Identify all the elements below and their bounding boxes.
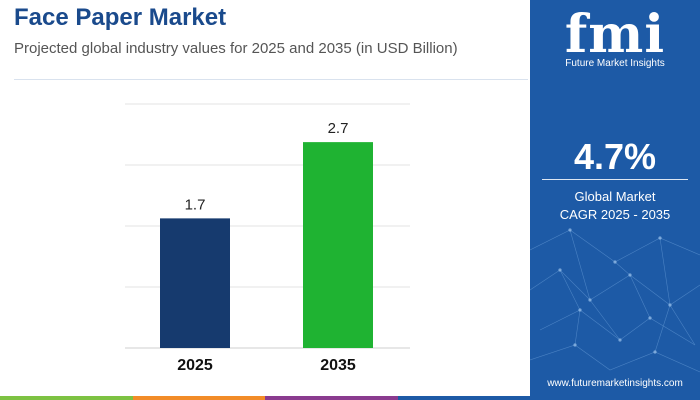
- bottom-bar-segment: [397, 396, 530, 400]
- network-pattern-decoration: [530, 228, 700, 373]
- page-subtitle: Projected global industry values for 202…: [14, 40, 458, 57]
- bar-chart: 1.7 2025 2.7 2035: [125, 103, 410, 374]
- data-label-2035: 2.7: [328, 120, 349, 137]
- sidebar-panel: fmi Future Market Insights 4.7% Global M…: [530, 0, 700, 400]
- x-tick-label-2025: 2025: [177, 357, 213, 374]
- x-tick-label-2035: 2035: [320, 357, 356, 374]
- bar-2035: [303, 142, 373, 348]
- cagr-value: 4.7%: [573, 136, 657, 177]
- cagr-label-line1: Global Market: [574, 189, 656, 204]
- data-label-2025: 1.7: [185, 196, 206, 213]
- bottom-bar-segment: [132, 396, 265, 400]
- cagr-label-line2: CAGR 2025 - 2035: [559, 207, 671, 222]
- header-divider: [14, 79, 528, 80]
- fmi-logo-subtitle: Future Market Insights: [565, 58, 665, 69]
- bottom-bar-segment: [265, 396, 398, 400]
- page-title: Face Paper Market: [14, 4, 227, 31]
- fmi-logo: fmi: [564, 4, 666, 65]
- bottom-bar-segment: [0, 396, 133, 400]
- website-link[interactable]: www.futuremarketinsights.com: [547, 378, 683, 389]
- cagr-divider: [542, 179, 688, 180]
- bar-2025: [160, 218, 230, 348]
- cagr-label: Global Market CAGR 2025 - 2035: [530, 188, 700, 224]
- bottom-color-bar: [0, 396, 530, 400]
